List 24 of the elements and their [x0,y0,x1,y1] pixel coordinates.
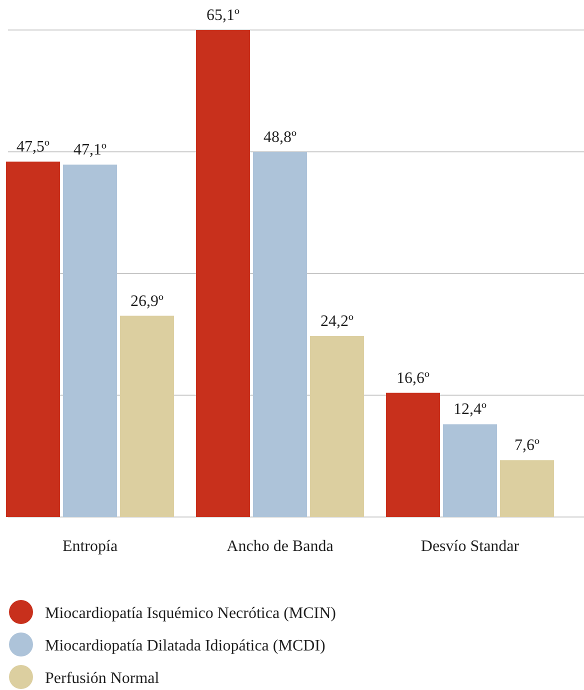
bar [500,460,554,517]
bar [120,316,174,517]
bar [253,152,307,517]
legend-label: Miocardiopatía Isquémico Necrótica (MCIN) [45,605,336,622]
bar [443,424,497,517]
data-label: 47,5º [16,138,50,156]
bar [196,30,250,517]
bar [310,336,364,517]
data-label: 26,9º [130,292,164,310]
legend-label: Perfusión Normal [45,670,160,687]
data-label: 12,4º [454,401,487,418]
x-tick-label: Ancho de Banda [226,538,334,555]
data-label: 48,8º [264,128,297,146]
data-label: 16,6º [396,370,430,387]
x-tick-label: Desvío Standar [420,538,520,555]
bar [386,392,440,517]
data-label: 24,2º [320,312,354,330]
bar [63,164,117,517]
data-label: 47,1º [74,142,107,159]
data-label: 65,1º [206,7,240,24]
data-label: 7,6º [514,437,540,454]
legend-label: Miocardiopatía Dilatada Idiopática (MCDI) [45,638,326,654]
bar [6,162,60,517]
x-tick-label: Entropía [62,538,118,555]
